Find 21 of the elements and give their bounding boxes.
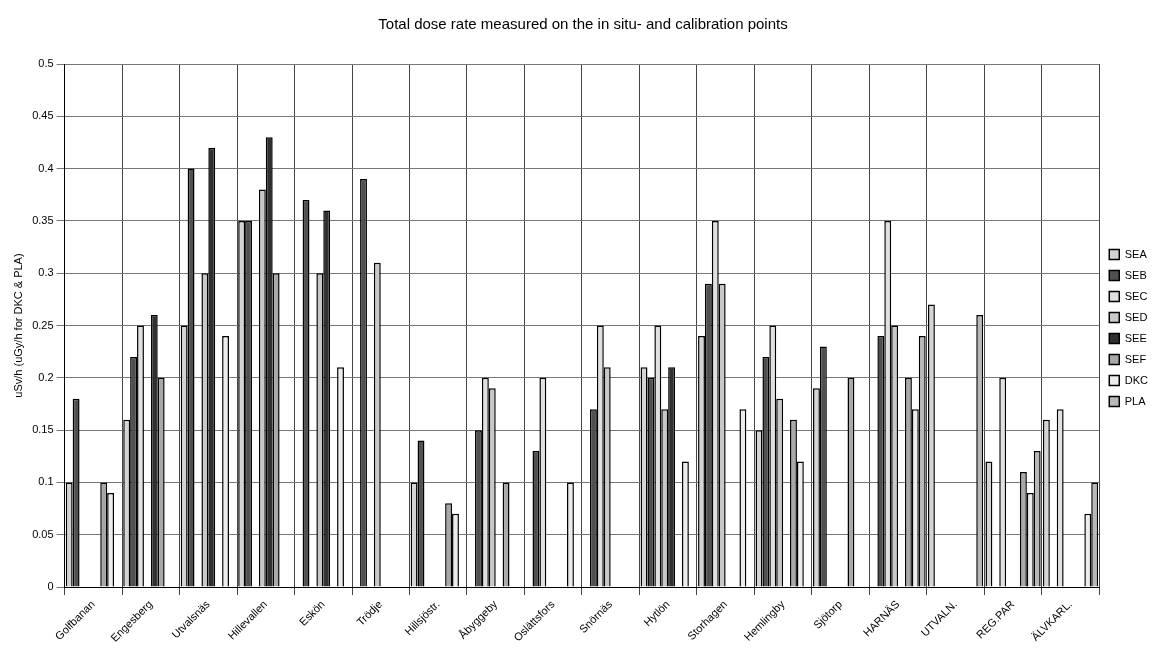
legend-label: SEA (1124, 247, 1148, 260)
y-tick-label: 0.35 (32, 213, 54, 226)
y-tick-label: 0.5 (38, 57, 54, 70)
y-tick-label: 0.4 (38, 161, 54, 174)
legend-label: SEB (1124, 268, 1147, 281)
chart-title: Total dose rate measured on the in situ- and calibration points (378, 15, 788, 33)
y-tick-label: 0.05 (32, 527, 54, 540)
legend-label: DKC (1124, 373, 1149, 386)
y-tick-label: 0.3 (38, 266, 54, 279)
y-tick-label: 0.1 (38, 475, 54, 488)
y-tick-label: 0 (47, 580, 54, 593)
y-axis-title: uSv/h (uGy/h for DKC & PLA) (11, 253, 24, 398)
y-tick-label: 0.25 (32, 318, 54, 331)
legend-label: PLA (1124, 394, 1147, 407)
y-tick-label: 0.2 (38, 370, 54, 383)
y-tick-label: 0.15 (32, 423, 54, 436)
legend-label: SED (1124, 310, 1148, 323)
legend-label: SEF (1124, 352, 1147, 365)
legend-label: SEE (1124, 331, 1147, 344)
y-tick-label: 0.45 (32, 109, 54, 122)
legend-label: SEC (1124, 289, 1148, 302)
